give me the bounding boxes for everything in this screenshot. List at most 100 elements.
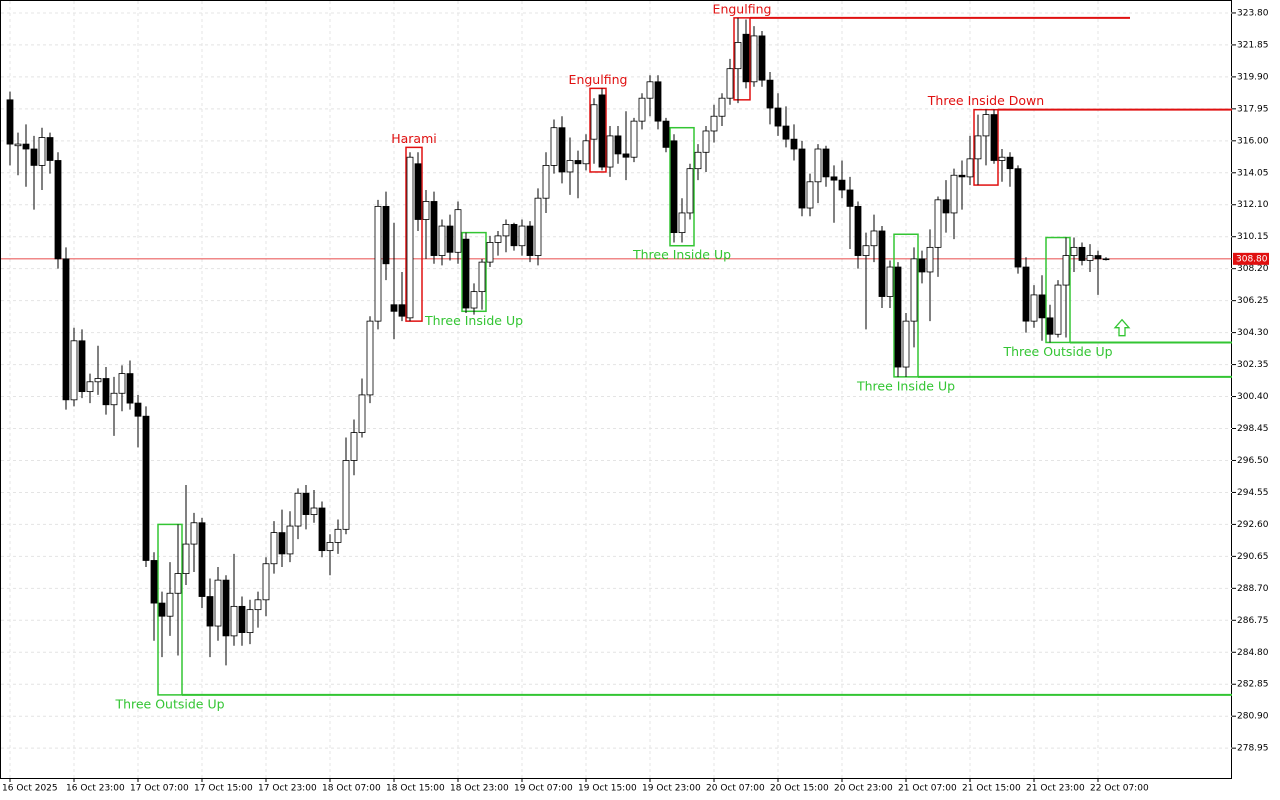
x-tick-label: 16 Oct 23:00 bbox=[66, 784, 125, 794]
y-tick-label: 298.45 bbox=[1237, 424, 1269, 434]
candle-body bbox=[502, 224, 510, 237]
candle-body bbox=[862, 245, 870, 256]
candle-body bbox=[14, 143, 22, 147]
candle-body bbox=[838, 179, 846, 191]
y-tick-label: 300.40 bbox=[1237, 392, 1269, 402]
x-tick-label: 21 Oct 07:00 bbox=[898, 784, 957, 794]
candle-body bbox=[1046, 317, 1054, 335]
x-tick-label: 19 Oct 15:00 bbox=[578, 784, 637, 794]
candle-body bbox=[902, 320, 910, 368]
pattern-label: Three Inside Up bbox=[632, 247, 731, 262]
x-tick-label: 18 Oct 15:00 bbox=[386, 784, 445, 794]
candle-body bbox=[190, 522, 198, 545]
y-tick-label: 304.30 bbox=[1237, 328, 1269, 338]
candle-body bbox=[1078, 246, 1086, 261]
current-price-badge bbox=[1233, 252, 1269, 265]
candle-body bbox=[374, 205, 382, 322]
candle-body bbox=[614, 135, 622, 155]
candle-body bbox=[142, 415, 150, 561]
y-tick-label: 288.70 bbox=[1237, 584, 1269, 594]
pattern-box bbox=[733, 17, 751, 101]
candle-body bbox=[734, 42, 742, 70]
x-tick-label: 20 Oct 23:00 bbox=[834, 784, 893, 794]
candle-body bbox=[1094, 255, 1102, 260]
candle-body bbox=[654, 81, 662, 122]
y-tick-label: 323.80 bbox=[1237, 8, 1269, 18]
candle-body bbox=[1006, 156, 1014, 170]
candle-body bbox=[598, 94, 606, 168]
candle-body bbox=[254, 599, 262, 611]
candle-body bbox=[238, 605, 246, 633]
candle-body bbox=[894, 266, 902, 368]
candle-body bbox=[534, 197, 542, 256]
candle-body bbox=[446, 225, 454, 253]
x-tick-label: 19 Oct 07:00 bbox=[514, 784, 573, 794]
candle-body bbox=[622, 153, 630, 158]
y-tick-label: 278.95 bbox=[1237, 744, 1269, 754]
candle-body bbox=[702, 130, 710, 153]
candle-body bbox=[246, 609, 254, 633]
candle-body bbox=[1054, 284, 1062, 335]
y-tick-label: 316.00 bbox=[1237, 136, 1269, 146]
y-tick-label: 296.50 bbox=[1237, 456, 1269, 466]
pattern-box bbox=[1045, 236, 1071, 344]
pattern-label: Three Outside Up bbox=[114, 696, 224, 711]
candle-body bbox=[878, 230, 886, 297]
candle-body bbox=[478, 261, 486, 293]
candle-body bbox=[542, 165, 550, 199]
x-tick-label: 17 Oct 07:00 bbox=[130, 784, 189, 794]
candle-body bbox=[718, 97, 726, 117]
candle-body bbox=[414, 163, 422, 220]
pattern-label: Three Outside Up bbox=[1002, 344, 1112, 359]
pattern-label: Three Inside Up bbox=[856, 378, 955, 393]
y-tick-label: 280.90 bbox=[1237, 712, 1269, 722]
x-tick-label: 16 Oct 2025 bbox=[2, 784, 58, 794]
candle-body bbox=[94, 378, 102, 383]
candle-body bbox=[454, 209, 462, 253]
y-tick-label: 308.20 bbox=[1237, 264, 1269, 274]
candle-body bbox=[294, 492, 302, 527]
y-tick-label: 292.60 bbox=[1237, 520, 1269, 530]
candle-body bbox=[390, 304, 398, 312]
candle-body bbox=[270, 532, 278, 565]
candle-body bbox=[126, 373, 134, 404]
candle-body bbox=[150, 560, 158, 604]
candle-body bbox=[590, 104, 598, 140]
candle-body bbox=[662, 120, 670, 148]
candle-body bbox=[198, 522, 206, 597]
y-tick-label: 294.55 bbox=[1237, 488, 1269, 498]
candle-body bbox=[886, 266, 894, 297]
x-tick-label: 21 Oct 23:00 bbox=[1026, 784, 1085, 794]
candle-body bbox=[422, 201, 430, 220]
candle-body bbox=[974, 135, 982, 160]
candle-body bbox=[62, 258, 70, 401]
candle-body bbox=[806, 181, 814, 209]
candle-body bbox=[574, 160, 582, 165]
candle-body bbox=[918, 258, 926, 273]
candle-body bbox=[334, 528, 342, 543]
pattern-box bbox=[669, 126, 695, 247]
candle-body bbox=[318, 507, 326, 552]
candle-body bbox=[22, 143, 30, 150]
candle-body bbox=[182, 543, 190, 574]
candle-body bbox=[470, 291, 478, 309]
candle-body bbox=[206, 596, 214, 627]
pattern-label: Three Inside Up bbox=[424, 313, 523, 328]
candle-body bbox=[222, 579, 230, 637]
candle-body bbox=[646, 81, 654, 99]
candle-body bbox=[942, 199, 950, 214]
pattern-box bbox=[405, 146, 423, 322]
candle-body bbox=[30, 148, 38, 166]
candle-body bbox=[966, 158, 974, 178]
candle-body bbox=[998, 156, 1006, 161]
candle-body bbox=[830, 176, 838, 181]
x-tick-label: 18 Oct 07:00 bbox=[322, 784, 381, 794]
candle-body bbox=[606, 135, 614, 168]
y-tick-label: 282.85 bbox=[1237, 680, 1269, 690]
candle-body bbox=[382, 205, 390, 265]
pattern-box bbox=[893, 233, 919, 378]
candle-body bbox=[262, 563, 270, 601]
candle-body bbox=[1062, 255, 1070, 286]
candle-body bbox=[678, 212, 686, 234]
candle-body bbox=[854, 205, 862, 256]
